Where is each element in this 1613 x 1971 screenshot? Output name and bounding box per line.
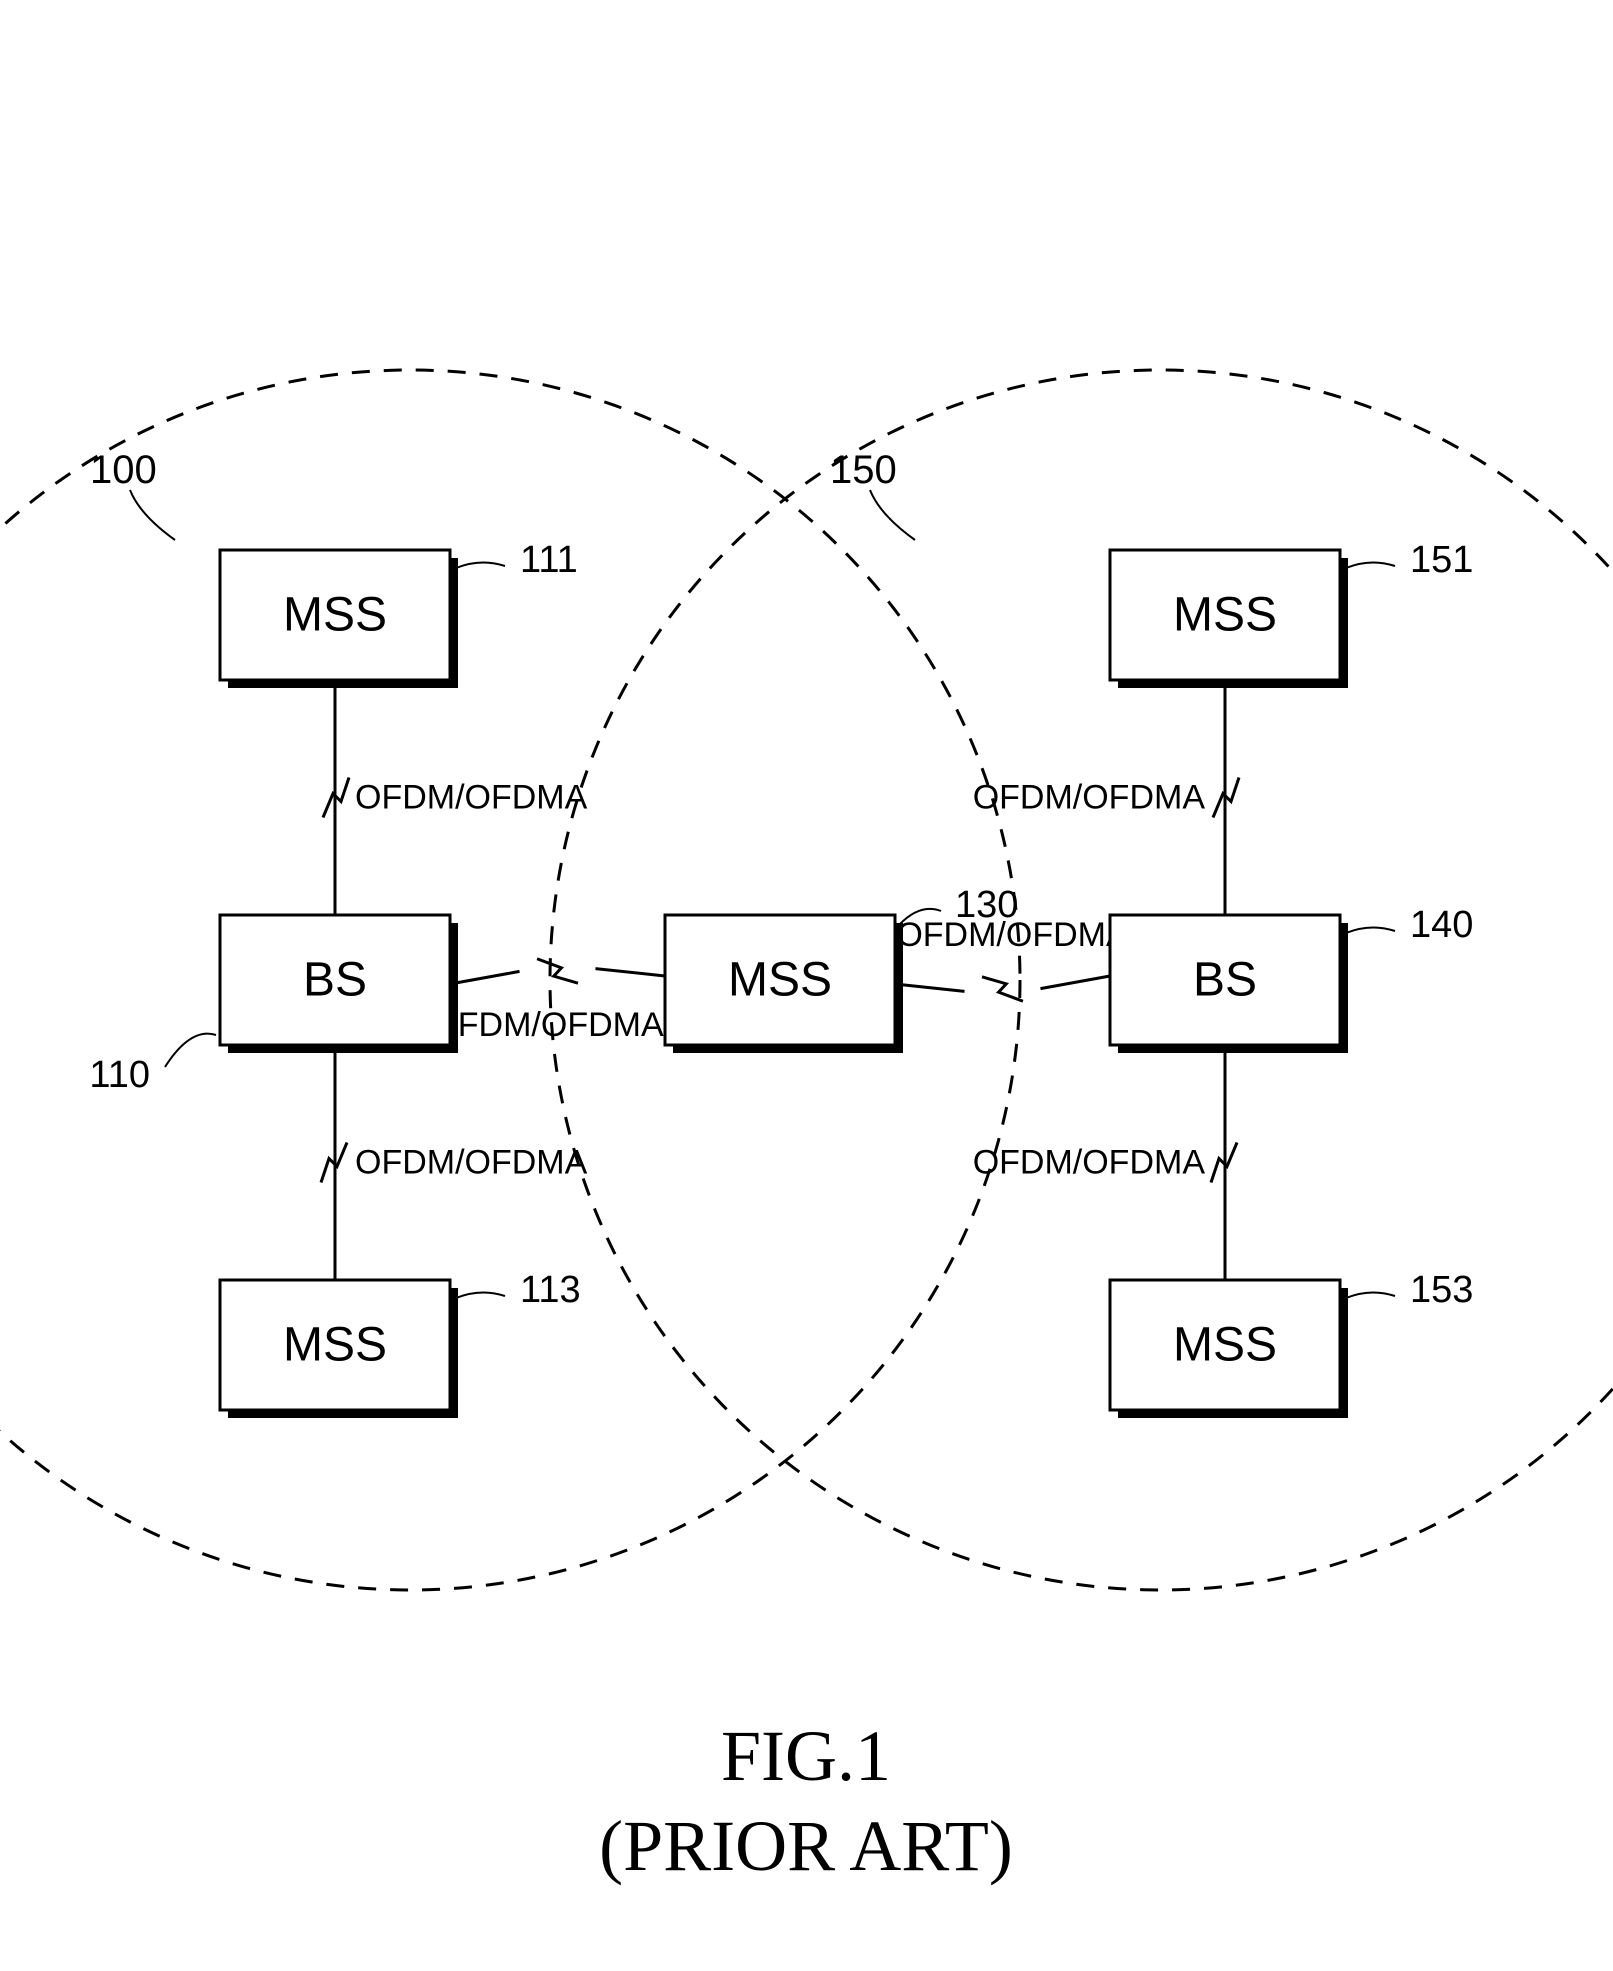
- mss-111-text: MSS: [283, 589, 387, 642]
- link-label: OFDM/OFDMA: [355, 1144, 588, 1182]
- mss-111-leader: [456, 562, 505, 568]
- bs-140-leader: [1346, 927, 1395, 933]
- bs-140-ref: 140: [1410, 904, 1473, 946]
- mss-130-text: MSS: [728, 954, 832, 1007]
- link: [450, 971, 520, 984]
- link: [895, 984, 965, 991]
- lightning-icon: [537, 957, 578, 984]
- link-label: OFDM/OFDMA: [431, 1006, 664, 1044]
- bs-110-leader: [165, 1034, 216, 1067]
- bs-110-text: BS: [303, 954, 367, 1007]
- cell-150-label: 150: [830, 448, 897, 492]
- mss-113-text: MSS: [283, 1319, 387, 1372]
- link: [595, 969, 665, 976]
- mss-111-ref: 111: [520, 539, 578, 581]
- mss-151-leader: [1346, 562, 1395, 568]
- bs-110-ref: 110: [89, 1054, 150, 1096]
- link-label: OFDM/OFDMA: [355, 779, 588, 817]
- mss-153-ref: 153: [1410, 1269, 1473, 1311]
- mss-153-leader: [1346, 1292, 1395, 1298]
- link-label: OFDM/OFDMA: [973, 1144, 1206, 1182]
- link: [1040, 976, 1110, 989]
- mss-113-ref: 113: [520, 1269, 581, 1311]
- cell-100-leader: [130, 490, 175, 540]
- mss-153-text: MSS: [1173, 1319, 1277, 1372]
- mss-113-leader: [456, 1292, 505, 1298]
- lightning-icon: [982, 975, 1023, 1002]
- mss-151-text: MSS: [1173, 589, 1277, 642]
- cell-150-leader: [870, 490, 915, 540]
- link-label: OFDM/OFDMA: [973, 779, 1206, 817]
- bs-140-text: BS: [1193, 954, 1257, 1007]
- mss-151-ref: 151: [1410, 539, 1473, 581]
- figure-caption-line2: (PRIOR ART): [599, 1806, 1013, 1886]
- figure-caption-line1: FIG.1: [721, 1716, 891, 1796]
- mss-130-ref: 130: [955, 884, 1018, 926]
- cell-100-label: 100: [90, 448, 157, 492]
